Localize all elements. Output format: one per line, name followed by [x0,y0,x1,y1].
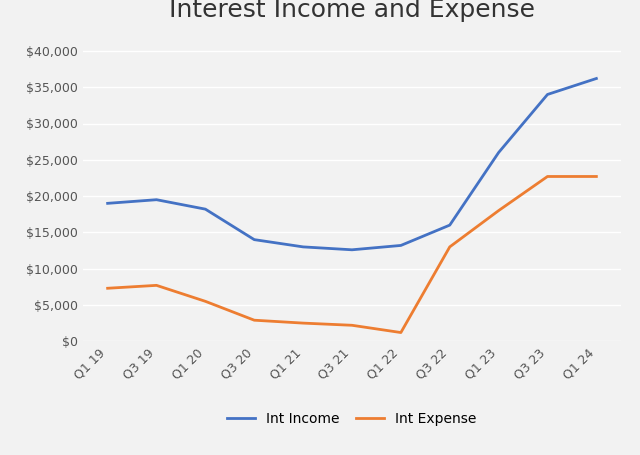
Int Expense [495,208,502,213]
Int Expense [446,244,454,250]
Int Income [446,222,454,228]
Int Expense [202,298,209,304]
Int Expense [348,323,356,328]
Int Expense [250,318,258,323]
Int Income [250,237,258,243]
Int Income [300,244,307,250]
Line: Int Expense: Int Expense [108,177,596,333]
Title: Interest Income and Expense: Interest Income and Expense [169,0,535,22]
Int Expense [543,174,551,179]
Int Income [104,201,111,206]
Int Income [593,76,600,81]
Int Expense [593,174,600,179]
Int Income [495,150,502,155]
Int Expense [104,286,111,291]
Int Expense [153,283,161,288]
Int Income [202,207,209,212]
Legend: Int Income, Int Expense: Int Income, Int Expense [222,407,482,432]
Int Expense [397,330,404,335]
Int Expense [300,320,307,326]
Int Income [397,243,404,248]
Int Income [153,197,161,202]
Int Income [348,247,356,253]
Int Income [543,92,551,97]
Line: Int Income: Int Income [108,79,596,250]
